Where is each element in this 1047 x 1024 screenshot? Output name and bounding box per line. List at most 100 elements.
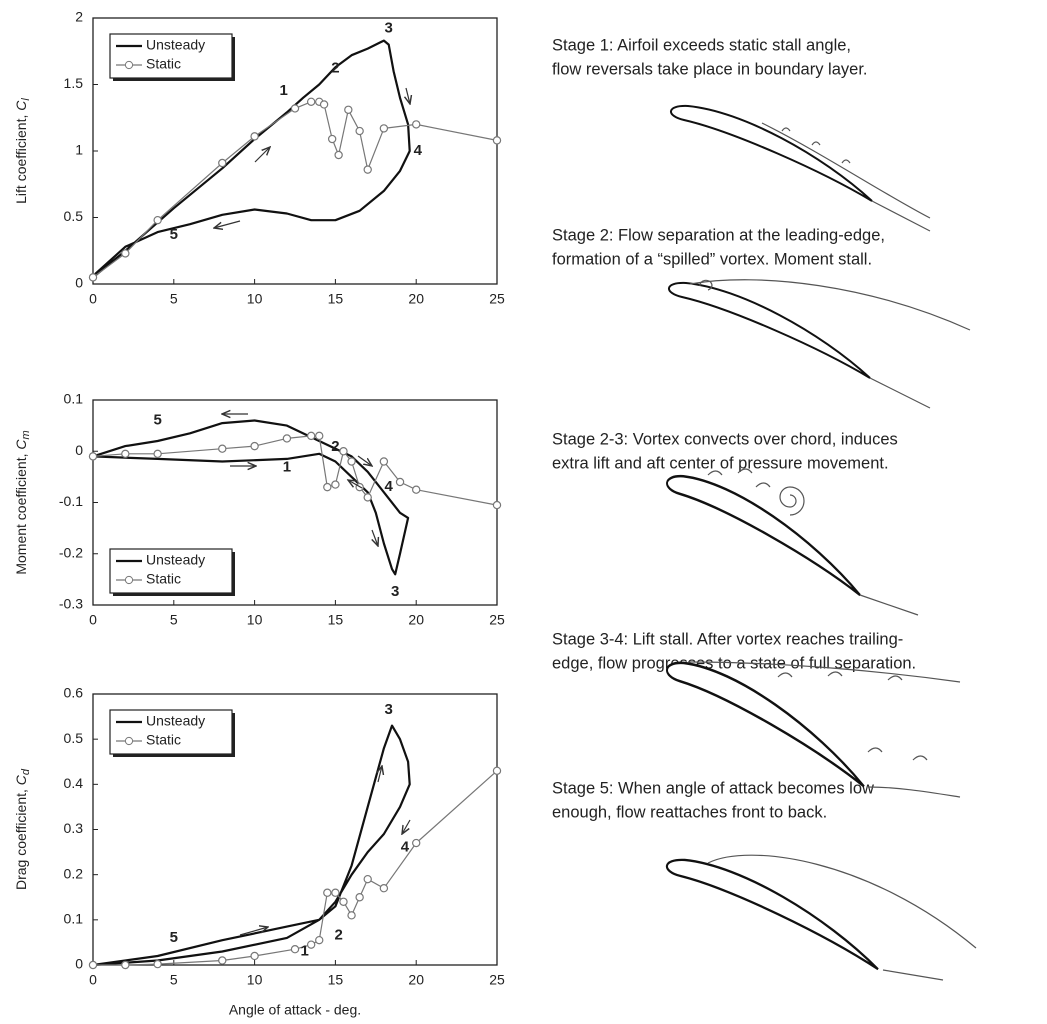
stage-text: Stage 1: Airfoil exceeds static stall an… xyxy=(552,36,851,54)
y-tick-label: -0.3 xyxy=(59,596,83,612)
y-label-symbol: C xyxy=(13,774,29,785)
static-marker xyxy=(88,960,98,970)
stage-annotation: 4 xyxy=(414,142,423,159)
static-marker xyxy=(315,935,324,945)
static-marker xyxy=(290,104,300,113)
static-marker xyxy=(344,105,353,114)
series-line xyxy=(92,435,498,506)
stage-annotation: 5 xyxy=(153,411,161,428)
y-tick-label: 0.4 xyxy=(64,775,84,791)
airfoil-stage-3-4 xyxy=(665,661,961,798)
x-tick-label: 10 xyxy=(247,612,263,628)
static-marker xyxy=(121,960,130,970)
series-line xyxy=(92,724,411,967)
arrow xyxy=(372,529,378,546)
static-marker xyxy=(379,457,389,466)
static-marker xyxy=(363,493,372,502)
x-tick-label: 20 xyxy=(408,972,424,988)
legend-marker xyxy=(124,736,134,746)
y-tick-label: 2 xyxy=(75,9,83,25)
static-marker xyxy=(379,884,389,893)
legend-shadow xyxy=(232,552,235,596)
x-tick-label: 0 xyxy=(89,972,97,988)
y-tick-label: 0.1 xyxy=(64,911,84,927)
arrow xyxy=(378,766,382,783)
static-marker xyxy=(492,136,502,145)
legend-marker xyxy=(124,60,134,70)
y-label-subscript: l xyxy=(20,98,32,101)
static-marker xyxy=(121,249,130,258)
y-tick-label: 0 xyxy=(75,275,83,291)
airfoil-stage-2-3 xyxy=(665,468,919,616)
stage-annotation: 2 xyxy=(331,438,339,455)
legend-label: Static xyxy=(146,571,181,587)
legend-label: Static xyxy=(146,56,181,72)
legend-shadow xyxy=(113,78,235,81)
stage-annotation: 3 xyxy=(391,583,399,600)
stage-annotation: 1 xyxy=(280,82,288,99)
y-label-subscript: m xyxy=(20,430,32,439)
legend-label: Static xyxy=(146,732,181,748)
static-marker xyxy=(412,120,421,129)
static-marker xyxy=(315,431,324,441)
stage-descriptions: Stage 1: Airfoil exceeds static stall an… xyxy=(552,36,916,821)
static-marker xyxy=(290,944,300,954)
y-label-subscript: d xyxy=(20,768,32,775)
static-marker xyxy=(331,480,340,489)
stage-text: extra lift and aft center of pressure mo… xyxy=(552,454,889,472)
static-marker xyxy=(323,888,332,897)
x-tick-label: 20 xyxy=(408,291,424,307)
airfoil-stage-1 xyxy=(669,104,931,232)
y-label-symbol: C xyxy=(13,100,29,111)
legend-box xyxy=(109,33,233,79)
stage-annotation: 3 xyxy=(385,701,393,718)
stage-annotation: 2 xyxy=(334,927,342,944)
static-marker xyxy=(347,457,356,466)
y-tick-label: 1 xyxy=(75,142,83,158)
x-tick-label: 10 xyxy=(247,972,263,988)
arrow xyxy=(254,147,270,163)
static-marker xyxy=(339,447,348,456)
arrow xyxy=(348,480,363,489)
stage-text: enough, flow reattaches front to back. xyxy=(552,803,827,821)
static-marker xyxy=(492,766,502,775)
stage-annotation: 4 xyxy=(385,478,394,495)
legend-shadow xyxy=(232,37,235,81)
static-marker xyxy=(282,434,292,443)
static-marker xyxy=(153,449,162,459)
x-tick-label: 5 xyxy=(170,291,178,307)
y-label-text: Drag coefficient, xyxy=(13,785,29,890)
x-tick-label: 15 xyxy=(328,291,344,307)
static-marker xyxy=(306,97,316,106)
legend-shadow xyxy=(232,713,235,757)
legend-label: Unsteady xyxy=(146,713,205,729)
x-tick-label: 25 xyxy=(489,972,505,988)
y-label-text: Lift coefficient, xyxy=(13,111,29,204)
y-tick-label: 0.5 xyxy=(64,730,84,746)
y-tick-label: 0 xyxy=(75,442,83,458)
static-marker xyxy=(327,134,337,144)
series-line xyxy=(93,770,498,966)
stage-annotation: 3 xyxy=(385,20,393,37)
x-tick-label: 15 xyxy=(328,612,344,628)
y-tick-label: 0.2 xyxy=(64,865,84,881)
static-marker xyxy=(218,158,227,168)
airfoil-stage-5 xyxy=(665,854,977,981)
x-tick-label: 10 xyxy=(247,291,263,307)
y-tick-label: -0.1 xyxy=(59,493,83,509)
y-tick-label: 0 xyxy=(75,956,83,972)
static-marker xyxy=(339,897,348,906)
x-tick-label: 0 xyxy=(89,291,97,307)
arrow xyxy=(239,927,268,936)
legend-label: Unsteady xyxy=(146,552,205,568)
flow-arrows xyxy=(214,87,410,936)
stage-text: edge, flow progresses to a state of full… xyxy=(552,654,916,672)
stage-annotation: 5 xyxy=(170,929,178,946)
x-axis-label: Angle of attack - deg. xyxy=(229,1002,361,1018)
airfoil-sketches xyxy=(665,104,977,981)
stage-annotation: 5 xyxy=(170,226,178,243)
